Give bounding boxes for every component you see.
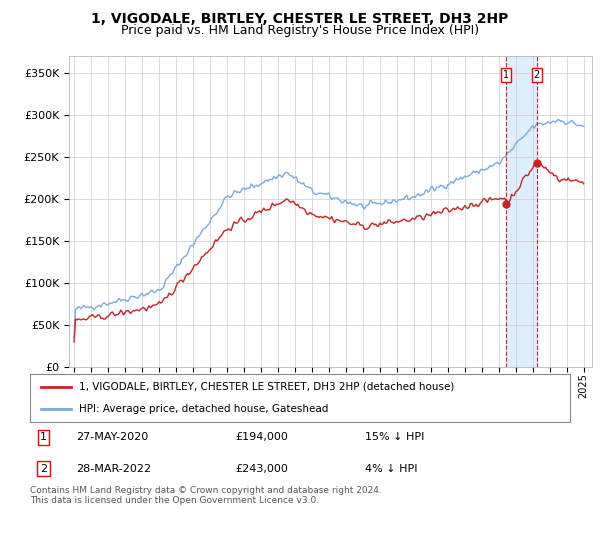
Text: £243,000: £243,000 xyxy=(235,464,288,474)
Text: 2: 2 xyxy=(40,464,47,474)
Text: 27-MAY-2020: 27-MAY-2020 xyxy=(76,432,148,442)
Bar xyxy=(506,56,537,367)
Text: HPI: Average price, detached house, Gateshead: HPI: Average price, detached house, Gate… xyxy=(79,404,328,414)
Text: 15% ↓ HPI: 15% ↓ HPI xyxy=(365,432,424,442)
Text: £194,000: £194,000 xyxy=(235,432,288,442)
Text: 2: 2 xyxy=(533,70,540,80)
Text: Price paid vs. HM Land Registry's House Price Index (HPI): Price paid vs. HM Land Registry's House … xyxy=(121,24,479,37)
Text: 1: 1 xyxy=(40,432,47,442)
Text: 1, VIGODALE, BIRTLEY, CHESTER LE STREET, DH3 2HP (detached house): 1, VIGODALE, BIRTLEY, CHESTER LE STREET,… xyxy=(79,382,454,392)
Text: Contains HM Land Registry data © Crown copyright and database right 2024.
This d: Contains HM Land Registry data © Crown c… xyxy=(30,486,382,506)
Text: 28-MAR-2022: 28-MAR-2022 xyxy=(76,464,151,474)
Text: 1: 1 xyxy=(503,70,509,80)
Text: 1, VIGODALE, BIRTLEY, CHESTER LE STREET, DH3 2HP: 1, VIGODALE, BIRTLEY, CHESTER LE STREET,… xyxy=(91,12,509,26)
Text: 4% ↓ HPI: 4% ↓ HPI xyxy=(365,464,418,474)
